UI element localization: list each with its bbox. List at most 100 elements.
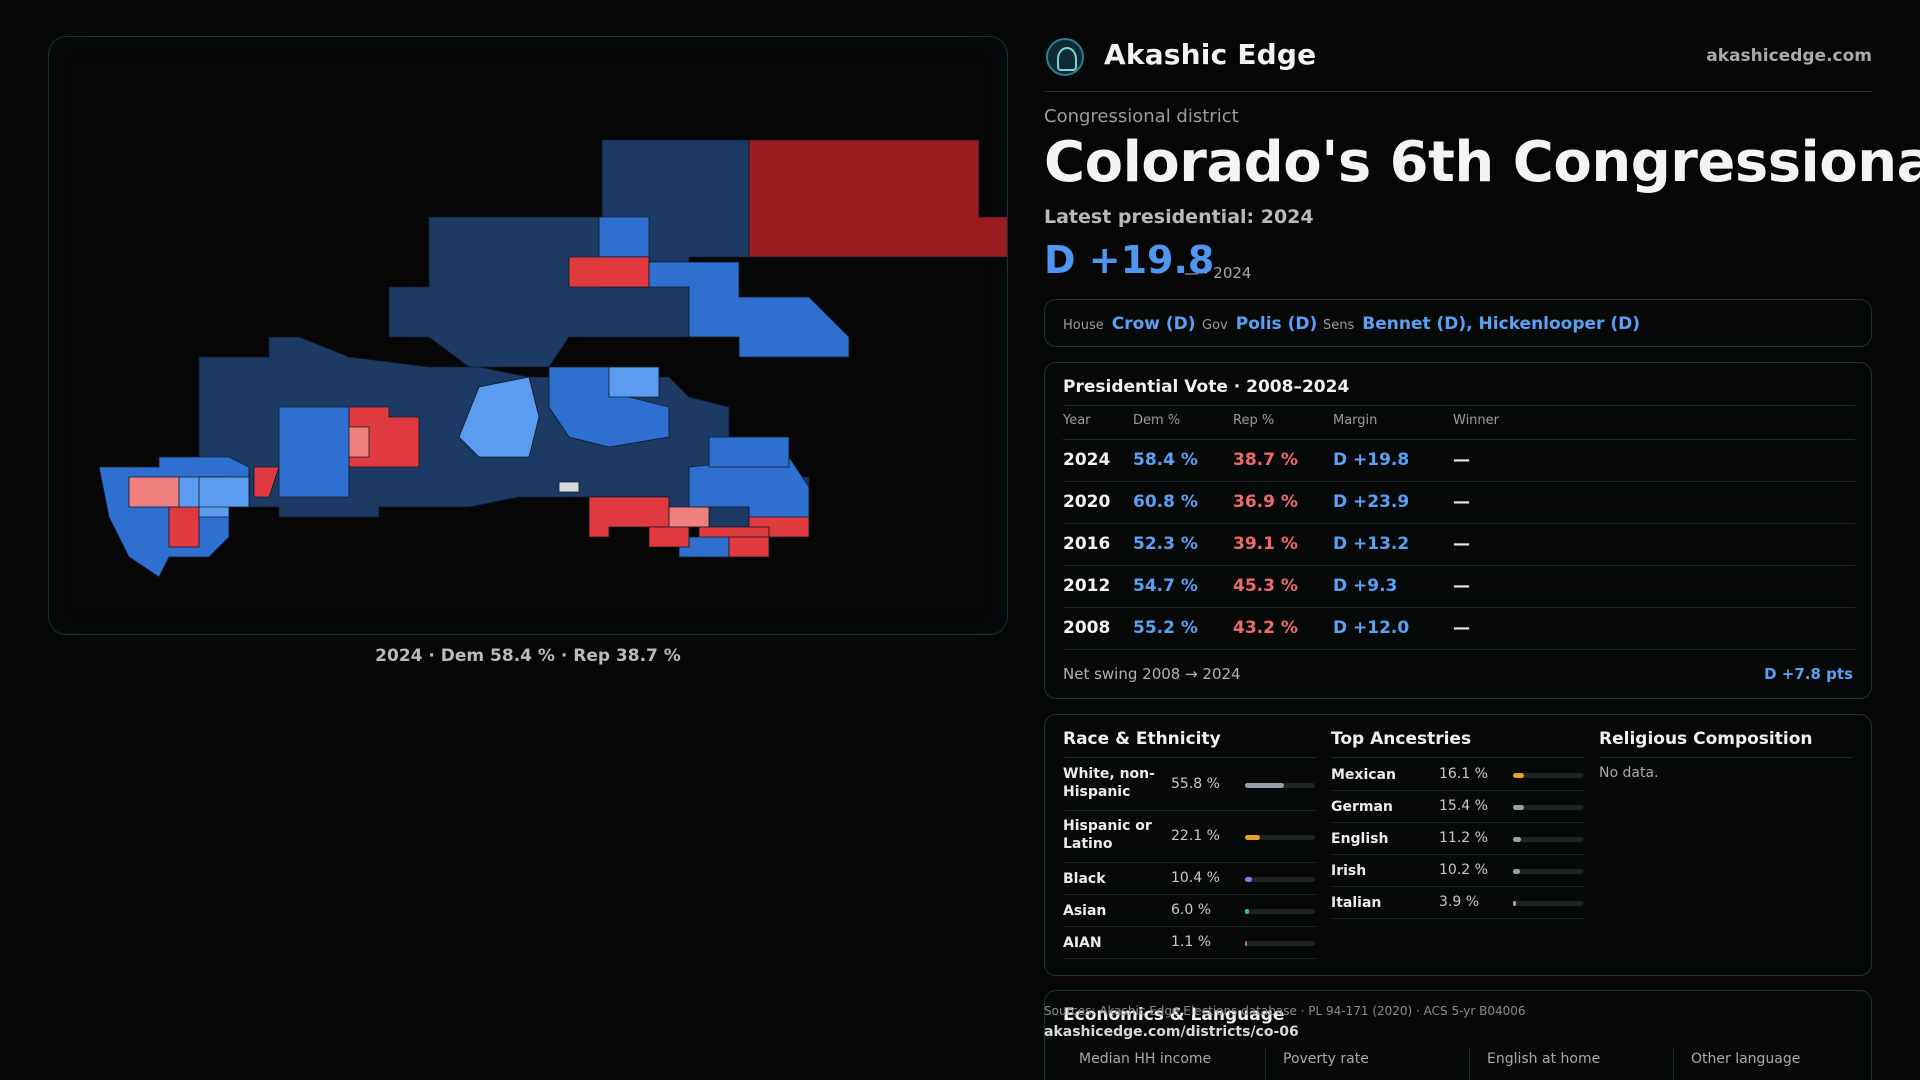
- official-house-value[interactable]: Crow (D): [1111, 314, 1196, 334]
- precinct-map-svg[interactable]: [49, 37, 1008, 635]
- demo-label: White, non-Hispanic: [1063, 766, 1155, 800]
- col-header-winner: Winner: [1453, 413, 1500, 428]
- share-bar: [1245, 783, 1315, 788]
- precinct-shape[interactable]: [608, 366, 660, 398]
- source-note: Sources: Akashic Edge Elections database…: [1044, 1004, 1526, 1018]
- row-margin: D +19.8: [1333, 450, 1410, 470]
- col-header-year: Year: [1063, 413, 1091, 428]
- row-dem: 58.4 %: [1133, 450, 1198, 470]
- list-item: Irish 10.2 %: [1331, 855, 1585, 887]
- demo-label: AIAN: [1063, 935, 1102, 951]
- row-margin: D +13.2: [1333, 534, 1410, 554]
- divider: [1331, 757, 1585, 758]
- demo-label: Hispanic or Latino: [1063, 818, 1152, 852]
- share-bar-fill: [1513, 805, 1524, 810]
- row-dem: 60.8 %: [1133, 492, 1198, 512]
- precinct-shapes[interactable]: [98, 139, 1008, 578]
- row-dem: 54.7 %: [1133, 576, 1198, 596]
- precinct-shape[interactable]: [568, 256, 650, 288]
- demo-value: 15.4 %: [1439, 798, 1488, 814]
- share-bar-fill: [1513, 773, 1525, 778]
- demo-value: 11.2 %: [1439, 830, 1488, 846]
- demo-value: 6.0 %: [1171, 902, 1212, 918]
- divider: [1599, 757, 1853, 758]
- precinct-shape[interactable]: [748, 139, 1008, 258]
- divider: [1063, 439, 1855, 440]
- table-row: 2016 52.3 % 39.1 % D +13.2 —: [1063, 524, 1855, 566]
- share-bar: [1513, 901, 1583, 906]
- share-bar: [1513, 773, 1583, 778]
- precinct-shape[interactable]: [728, 536, 770, 558]
- precinct-shape[interactable]: [128, 476, 180, 508]
- row-year: 2008: [1063, 618, 1111, 638]
- precinct-shape[interactable]: [458, 376, 540, 458]
- list-item: Italian 3.9 %: [1331, 887, 1585, 919]
- brand-name[interactable]: Akashic Edge: [1104, 38, 1317, 71]
- economics-title: Economics & Language: [1063, 1005, 1285, 1025]
- econ-label: Median HH income: [1079, 1051, 1212, 1067]
- precinct-shape[interactable]: [558, 481, 580, 493]
- precinct-shape[interactable]: [253, 466, 280, 498]
- list-item: Mexican 16.1 %: [1331, 759, 1585, 791]
- official-gov-label: Gov: [1202, 318, 1228, 333]
- official-sens-label: Sens: [1323, 318, 1355, 333]
- row-year: 2024: [1063, 450, 1111, 470]
- econ-label: Other language: [1691, 1051, 1801, 1067]
- share-bar: [1245, 909, 1315, 914]
- economics-card: Economics & Language Median HH income Po…: [1044, 990, 1872, 1080]
- official-gov-value[interactable]: Polis (D): [1235, 314, 1318, 334]
- share-bar: [1245, 877, 1315, 882]
- list-item: Black 10.4 %: [1063, 863, 1317, 895]
- divider: [1063, 757, 1317, 758]
- row-margin: D +12.0: [1333, 618, 1410, 638]
- share-bar-fill: [1245, 941, 1247, 946]
- precinct-shape[interactable]: [598, 216, 650, 258]
- list-item: White, non-Hispanic 55.8 %: [1063, 759, 1317, 811]
- share-bar-fill: [1513, 901, 1516, 906]
- district-panel: Akashic Edge akashicedge.com Congression…: [1044, 0, 1920, 1080]
- row-year: 2016: [1063, 534, 1111, 554]
- row-year: 2020: [1063, 492, 1111, 512]
- table-row: 2024 58.4 % 38.7 % D +19.8 —: [1063, 440, 1855, 482]
- row-rep: 36.9 %: [1233, 492, 1298, 512]
- precinct-shape[interactable]: [198, 476, 250, 508]
- precinct-shape[interactable]: [708, 436, 790, 468]
- demo-label: Black: [1063, 871, 1106, 887]
- latest-presidential-label: Latest presidential: 2024: [1044, 206, 1314, 228]
- official-sens: Sens Bennet (D), Hickenlooper (D): [1323, 314, 1640, 334]
- precinct-shape[interactable]: [648, 526, 690, 548]
- row-winner: —: [1453, 492, 1470, 512]
- demo-label: Italian: [1331, 895, 1382, 911]
- precinct-shape[interactable]: [278, 406, 350, 498]
- district-kicker: Congressional district: [1044, 106, 1239, 127]
- share-bar-fill: [1245, 877, 1253, 882]
- presidential-vote-card: Presidential Vote · 2008–2024 Year Dem %…: [1044, 362, 1872, 699]
- page-title: Colorado's 6th Congressional District: [1044, 130, 1920, 195]
- religion-title: Religious Composition: [1599, 729, 1813, 749]
- precinct-shape[interactable]: [168, 506, 200, 548]
- econ-label: Poverty rate: [1283, 1051, 1369, 1067]
- table-row: 2020 60.8 % 36.9 % D +23.9 —: [1063, 482, 1855, 524]
- share-bar: [1245, 835, 1315, 840]
- latest-margin: D +19.8: [1044, 238, 1215, 282]
- official-gov: Gov Polis (D): [1202, 314, 1317, 334]
- brand-site-link[interactable]: akashicedge.com: [1706, 46, 1872, 66]
- list-item: German 15.4 %: [1331, 791, 1585, 823]
- precinct-shape[interactable]: [668, 506, 710, 528]
- precinct-shape[interactable]: [648, 261, 850, 358]
- demo-label: English: [1331, 831, 1389, 847]
- demo-value: 10.2 %: [1439, 862, 1488, 878]
- official-sens-value[interactable]: Bennet (D), Hickenlooper (D): [1362, 314, 1641, 334]
- list-item: AIAN 1.1 %: [1063, 927, 1317, 959]
- brand-header: Akashic Edge akashicedge.com: [1044, 36, 1872, 92]
- district-map[interactable]: [48, 36, 1008, 635]
- demo-label: Mexican: [1331, 767, 1396, 783]
- officials-bar: House Crow (D) Gov Polis (D) Sens Bennet (D…: [1044, 299, 1872, 347]
- permalink[interactable]: akashicedge.com/districts/co-06: [1044, 1024, 1299, 1040]
- divider: [1063, 405, 1855, 406]
- col-header-margin: Margin: [1333, 413, 1378, 428]
- net-swing-value: D +7.8 pts: [1764, 665, 1853, 683]
- demo-value: 55.8 %: [1171, 776, 1220, 792]
- col-header-rep: Rep %: [1233, 413, 1275, 428]
- demo-value: 10.4 %: [1171, 870, 1220, 886]
